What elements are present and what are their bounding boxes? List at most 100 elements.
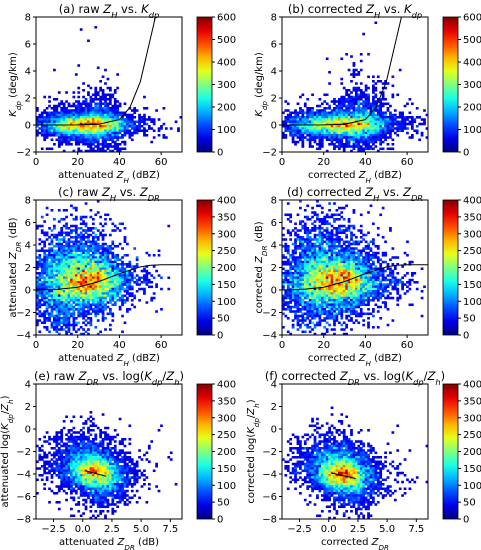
fit-curve — [282, 264, 428, 291]
x-tick-label: 40 — [113, 340, 126, 351]
colorbar-tick-label: 150 — [217, 280, 236, 291]
x-tick-label: 40 — [113, 157, 126, 168]
y-tick-label: −8 — [16, 515, 31, 526]
y-tick-label: 6 — [271, 218, 277, 229]
colorbar-tick-label: 200 — [217, 263, 236, 274]
x-axis-label: attenuated ZDR (dB) — [59, 537, 159, 550]
colorbar-tick-label: 300 — [217, 229, 236, 240]
colorbar-tick-label: 100 — [463, 297, 481, 308]
colorbar — [196, 199, 213, 336]
x-tick-label: 0.0 — [75, 524, 91, 535]
colorbar — [196, 16, 213, 153]
colorbar-tick-label: 400 — [463, 58, 481, 69]
panel-title: (a) raw ZH vs. Kdp — [59, 2, 159, 20]
y-tick-label: −2 — [262, 447, 277, 458]
x-tick-label: 20 — [71, 157, 84, 168]
heatmap — [36, 411, 178, 519]
y-tick-label: −4 — [16, 331, 31, 342]
y-tick-label: 8 — [25, 13, 31, 24]
y-tick-label: −2 — [262, 308, 277, 319]
colorbar-tick-label: 200 — [217, 103, 236, 114]
colorbar-tick-label: 600 — [463, 13, 481, 24]
y-tick-label: −4 — [16, 470, 31, 481]
x-tick-label: −2.5 — [287, 524, 311, 535]
colorbar-tick-label: 300 — [217, 80, 236, 91]
colorbar-tick-label: 200 — [463, 103, 481, 114]
colorbar-tick-label: 50 — [463, 498, 476, 509]
x-tick-label: 20 — [317, 157, 330, 168]
x-tick-label: −2.5 — [41, 524, 65, 535]
fit-curve — [36, 17, 156, 126]
y-tick-label: −4 — [262, 470, 277, 481]
colorbar-tick-label: 150 — [463, 280, 481, 291]
y-tick-label: 0 — [271, 121, 277, 132]
x-tick-label: 60 — [155, 157, 168, 168]
y-tick-label: −6 — [16, 492, 31, 503]
colorbar-tick-label: 300 — [217, 413, 236, 424]
colorbar-tick-label: 300 — [463, 80, 481, 91]
panel-d: 0 20 40 60 −4 −2 0 2 4 6 8 (d) corrected ZH vs. ZDR… — [254, 185, 481, 368]
x-tick-label: 0 — [33, 340, 39, 351]
colorbar-tick-label: 250 — [463, 430, 481, 441]
y-tick-label: −8 — [262, 515, 277, 526]
panel-title: (b) corrected ZH vs. Kdp — [288, 2, 422, 20]
y-tick-label: 0 — [25, 286, 31, 297]
y-axis-label: corrected log(Kdp/Zh) — [246, 399, 261, 503]
x-tick-label: 5.0 — [133, 524, 149, 535]
colorbar-tick-label: 200 — [463, 263, 481, 274]
y-tick-label: −2 — [16, 148, 31, 159]
panel-c: 0 20 40 60 −4 −2 0 2 4 6 8 (c) raw ZH vs. ZDR attenu… — [8, 185, 236, 368]
y-axis-label: attenuated log(Kdp/Zh) — [0, 395, 15, 507]
colorbar-tick-label: 50 — [217, 314, 230, 325]
colorbar-tick-label: 0 — [463, 515, 469, 526]
y-tick-label: 6 — [25, 218, 31, 229]
panel-title: (e) raw ZDR vs. log(Kdp/Zh) — [34, 369, 184, 387]
colorbar-tick-label: 400 — [217, 196, 236, 207]
colorbar-tick-label: 350 — [463, 212, 481, 223]
colorbar-tick-label: 250 — [217, 246, 236, 257]
x-tick-label: 20 — [317, 340, 330, 351]
heatmap — [36, 200, 171, 335]
x-axis-label: corrected ZH (dBZ) — [308, 170, 402, 185]
y-tick-label: 4 — [25, 380, 31, 391]
x-tick-label: 60 — [401, 340, 414, 351]
colorbar-tick-label: 500 — [217, 35, 236, 46]
fit-curve — [330, 472, 356, 479]
panel-title: (d) corrected ZH vs. ZDR — [287, 185, 423, 203]
panel-e: −2.5 0.0 2.5 5.0 7.5 −8 −6 −4 −2 0 2 4(e) raw ZDR v… — [0, 369, 236, 550]
heatmap — [282, 406, 428, 519]
x-axis-label: attenuated ZH (dBZ) — [58, 170, 160, 185]
x-tick-label: 7.5 — [162, 524, 178, 535]
colorbar-tick-label: 350 — [217, 396, 236, 407]
panel-title: (f) corrected ZDR vs. log(Kdp/Zh) — [265, 369, 445, 387]
y-tick-label: 6 — [271, 40, 277, 51]
x-axis-label: attenuated ZH (dBZ) — [58, 353, 160, 368]
colorbar-tick-label: 50 — [217, 498, 230, 509]
y-tick-label: −4 — [262, 331, 277, 342]
colorbar — [442, 383, 459, 520]
y-tick-label: 8 — [25, 196, 31, 207]
y-tick-label: 2 — [271, 402, 277, 413]
x-tick-label: 0 — [33, 157, 39, 168]
y-tick-label: 0 — [25, 425, 31, 436]
colorbar-tick-label: 350 — [463, 396, 481, 407]
colorbar-tick-label: 500 — [463, 35, 481, 46]
colorbar-tick-label: 150 — [217, 464, 236, 475]
colorbar-tick-label: 400 — [463, 380, 481, 391]
y-tick-label: 4 — [271, 241, 277, 252]
colorbar — [442, 199, 459, 336]
y-tick-label: 4 — [25, 67, 31, 78]
heatmap — [282, 21, 428, 152]
colorbar-tick-label: 400 — [463, 196, 481, 207]
y-tick-label: 2 — [25, 402, 31, 413]
y-tick-label: 2 — [271, 94, 277, 105]
colorbar-tick-label: 300 — [463, 229, 481, 240]
panel-title: (c) raw ZH vs. ZDR — [58, 185, 160, 203]
x-tick-label: 5.0 — [379, 524, 395, 535]
y-tick-label: 2 — [271, 263, 277, 274]
y-tick-label: 2 — [25, 263, 31, 274]
y-tick-label: 0 — [271, 286, 277, 297]
y-tick-label: 0 — [271, 425, 277, 436]
